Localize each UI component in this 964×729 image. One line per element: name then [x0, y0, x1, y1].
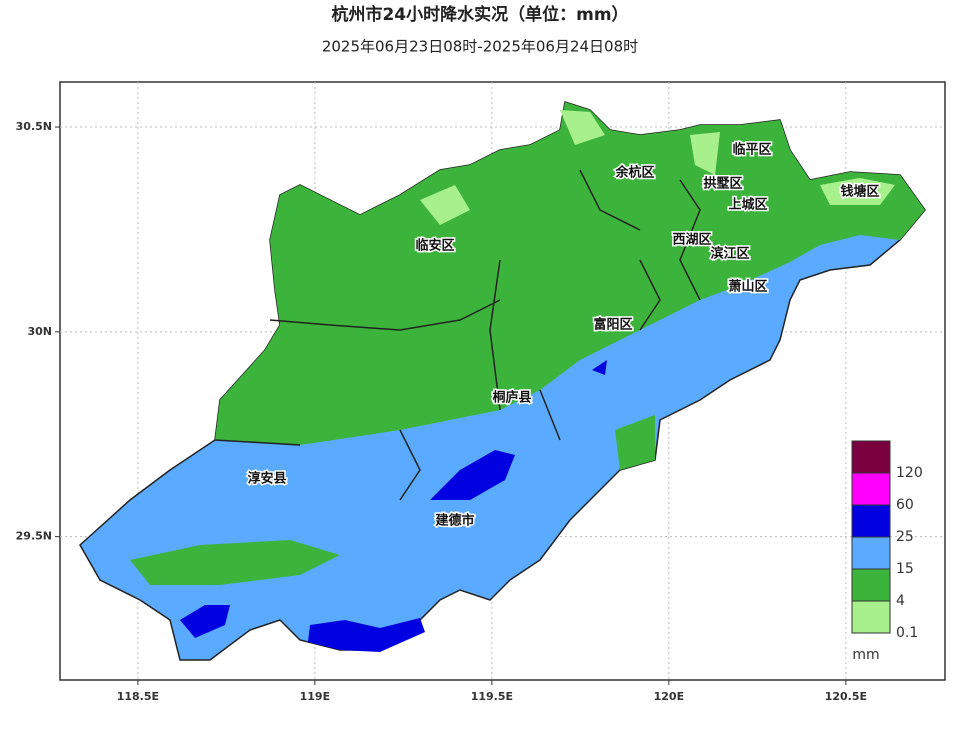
x-tick-label: 119E: [300, 690, 330, 703]
legend: 0.1 4 15 25 60 120 mm: [851, 440, 923, 663]
legend-label: 60: [896, 497, 914, 513]
legend-label: 4: [896, 593, 905, 609]
legend-swatch: [851, 568, 891, 602]
legend-swatch: [851, 600, 891, 634]
district-label: 临平区: [732, 142, 771, 158]
district-label: 余杭区: [614, 165, 654, 181]
title: 杭州市24小时降水实况（单位：mm）: [331, 4, 628, 25]
y-tick-label: 30.5N: [16, 120, 52, 133]
legend-label: 25: [896, 529, 914, 545]
district-label: 滨江区: [710, 246, 749, 262]
y-tick-label: 29.5N: [16, 530, 52, 543]
district-label: 萧山区: [728, 279, 767, 295]
legend-swatch: [851, 472, 891, 506]
region-01mm: [820, 178, 895, 205]
x-tick-label: 119.5E: [471, 690, 513, 703]
district-label: 临安区: [415, 238, 454, 254]
district-border: [214, 169, 701, 501]
subtitle: 2025年06月23日08时-2025年06月24日08时: [322, 38, 638, 56]
x-tick-label: 118.5E: [117, 690, 159, 703]
region-01mm: [560, 110, 605, 145]
district-label: 淳安县: [247, 471, 286, 487]
y-tick-label: 30N: [27, 325, 52, 338]
x-tick-label: 120E: [654, 690, 684, 703]
district-label: 上城区: [728, 197, 767, 213]
region-01mm: [690, 132, 720, 175]
region-25mm: [430, 450, 515, 500]
legend-swatch: [851, 504, 891, 538]
district-label: 西湖区: [672, 233, 711, 248]
region-25mm: [308, 618, 425, 652]
district-label: 富阳区: [593, 317, 632, 333]
region-4mm: [130, 540, 340, 585]
legend-label: 15: [896, 561, 914, 577]
region-25mm: [180, 605, 230, 638]
region-01mm: [420, 185, 470, 225]
x-tick-label: 120.5E: [825, 690, 867, 703]
legend-label: 120: [896, 465, 923, 481]
region-4mm: [215, 102, 925, 445]
legend-label: 0.1: [896, 625, 918, 641]
district-label: 桐庐县: [492, 390, 531, 406]
district-label: 建德市: [435, 513, 474, 529]
region-25mm: [592, 360, 607, 375]
district-label: 拱墅区: [703, 176, 742, 192]
district-label: 钱塘区: [840, 184, 879, 200]
legend-swatch: [851, 440, 891, 474]
region-4mm: [615, 415, 655, 470]
legend-swatch: [851, 536, 891, 570]
rain-map: [79, 101, 926, 661]
legend-unit: mm: [852, 647, 879, 663]
